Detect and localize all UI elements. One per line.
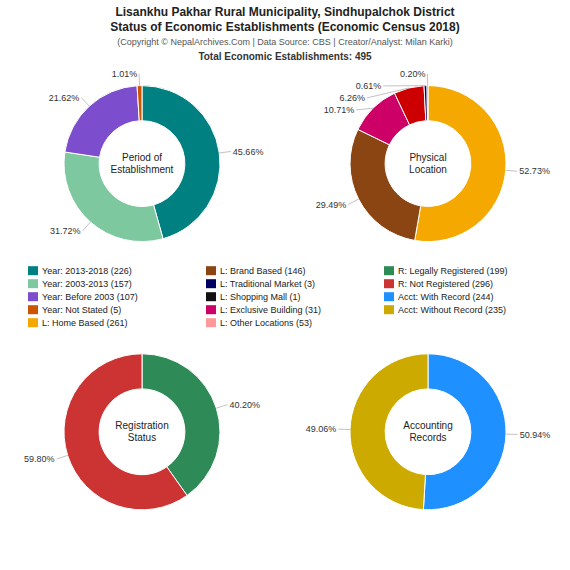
- legend-swatch: [384, 305, 394, 314]
- legend-item: L: Exclusive Building (31): [206, 305, 321, 315]
- pie-slice: [137, 86, 142, 121]
- pie-center-title-line: Records: [409, 432, 446, 443]
- data-label: 49.06%: [306, 424, 337, 434]
- pie-slice: [427, 86, 429, 121]
- legend-item: L: Home Based (261): [28, 318, 128, 328]
- leader-line: [338, 429, 350, 430]
- legend-item: L: Other Locations (53): [206, 318, 312, 328]
- legend: Year: 2013-2018 (226) Year: 2003-2013 (15…: [28, 266, 508, 328]
- data-label: 45.66%: [233, 147, 264, 157]
- legend-label: Year: Before 2003 (107): [42, 292, 138, 302]
- data-label: 59.80%: [24, 454, 55, 464]
- legend-label: Acct: Without Record (235): [398, 305, 506, 315]
- legend-item: Acct: Without Record (235): [384, 305, 506, 315]
- chart-svg: Lisankhu Pakhar Rural Municipality, Sind…: [0, 0, 570, 570]
- pie: AccountingRecords 50.94% 49.06%: [306, 354, 550, 510]
- legend-item: Year: Before 2003 (107): [28, 292, 138, 302]
- data-label: 0.61%: [356, 81, 382, 91]
- leader-line: [348, 199, 358, 204]
- legend-label: L: Shopping Mall (1): [220, 292, 301, 302]
- pie-center-title-line: Location: [409, 164, 447, 175]
- legend-label: R: Not Registered (296): [398, 279, 493, 289]
- leader-line: [219, 151, 231, 153]
- pie-slice: [424, 86, 427, 121]
- legend-swatch: [384, 266, 394, 275]
- leader-line: [57, 455, 68, 459]
- pie: RegistrationStatus 40.20% 59.80%: [24, 354, 260, 510]
- leader-line: [506, 434, 518, 435]
- legend-label: R: Legally Registered (199): [398, 266, 508, 276]
- legend-swatch: [28, 292, 38, 301]
- data-label: 52.73%: [519, 166, 550, 176]
- leader-line: [356, 108, 373, 110]
- legend-item: Year: 2003-2013 (157): [28, 279, 132, 289]
- pie-slice: [350, 129, 421, 240]
- pie-center-title-line: Registration: [115, 420, 168, 431]
- legend-swatch: [206, 305, 216, 314]
- legend-item: L: Brand Based (146): [206, 266, 306, 276]
- leader-line: [427, 74, 428, 86]
- legend-swatch: [206, 279, 216, 288]
- legend-label: Year: Not Stated (5): [42, 305, 121, 315]
- legend-label: Year: 2013-2018 (226): [42, 266, 132, 276]
- legend-swatch: [384, 279, 394, 288]
- leader-line: [139, 74, 140, 86]
- pie: Period ofEstablishment 45.66% 31.72% 21.62%…: [49, 69, 264, 242]
- pie-center-title: Period ofEstablishment: [111, 152, 174, 175]
- leader-line: [506, 170, 518, 171]
- title-line: Status of Economic Establishments (Econo…: [110, 20, 459, 34]
- leader-line: [383, 85, 425, 86]
- data-label: 10.71%: [324, 105, 355, 115]
- data-label: 6.26%: [339, 93, 365, 103]
- annotation: Total Economic Establishments: 495: [198, 51, 372, 62]
- pie-center-title: RegistrationStatus: [115, 420, 168, 443]
- data-label: 50.94%: [520, 430, 551, 440]
- legend-label: L: Exclusive Building (31): [220, 305, 321, 315]
- legend-item: L: Shopping Mall (1): [206, 292, 301, 302]
- data-label: 31.72%: [50, 226, 81, 236]
- legend-swatch: [28, 305, 38, 314]
- legend-swatch: [384, 292, 394, 301]
- leader-line: [83, 222, 91, 231]
- data-label: 29.49%: [316, 200, 347, 210]
- legend-swatch: [28, 266, 38, 275]
- legend-label: L: Other Locations (53): [220, 318, 312, 328]
- chart-container: Lisankhu Pakhar Rural Municipality, Sind…: [0, 0, 570, 570]
- legend-swatch: [206, 318, 216, 327]
- pie-slice: [64, 354, 187, 510]
- data-label: 40.20%: [229, 400, 260, 410]
- pie: PhysicalLocation 52.73% 29.49% 10.71% 6.26% 0…: [316, 69, 550, 242]
- pie-center-title-line: Period of: [122, 152, 162, 163]
- legend-item: Acct: With Record (244): [384, 292, 494, 302]
- legend-label: Year: 2003-2013 (157): [42, 279, 132, 289]
- pie-center-title-line: Physical: [409, 152, 446, 163]
- legend-swatch: [206, 266, 216, 275]
- pie-slice: [394, 86, 425, 125]
- title: Lisankhu Pakhar Rural Municipality, Sind…: [110, 5, 459, 34]
- legend-item: Year: Not Stated (5): [28, 305, 121, 315]
- legend-swatch: [206, 292, 216, 301]
- legend-item: L: Traditional Market (3): [206, 279, 315, 289]
- legend-item: R: Legally Registered (199): [384, 266, 508, 276]
- data-label: 21.62%: [49, 93, 80, 103]
- legend-swatch: [28, 318, 38, 327]
- pie-center-title-line: Establishment: [111, 164, 174, 175]
- legend-swatch: [28, 279, 38, 288]
- data-label: 1.01%: [112, 69, 138, 79]
- legend-item: Year: 2013-2018 (226): [28, 266, 132, 276]
- title-line: Lisankhu Pakhar Rural Municipality, Sind…: [115, 5, 454, 19]
- pie-center-title-line: Accounting: [403, 420, 452, 431]
- legend-label: Acct: With Record (244): [398, 292, 494, 302]
- pie-center-title-line: Status: [128, 432, 156, 443]
- legend-label: L: Brand Based (146): [220, 266, 306, 276]
- legend-label: L: Traditional Market (3): [220, 279, 315, 289]
- legend-item: R: Not Registered (296): [384, 279, 493, 289]
- leader-line: [81, 98, 89, 107]
- pie-center-title: PhysicalLocation: [409, 152, 447, 175]
- pie-center-title: AccountingRecords: [403, 420, 452, 443]
- leader-line: [216, 405, 227, 409]
- subtitle: (Copyright © NepalArchives.Com | Data So…: [117, 37, 452, 47]
- data-label: 0.20%: [400, 69, 426, 79]
- legend-label: L: Home Based (261): [42, 318, 128, 328]
